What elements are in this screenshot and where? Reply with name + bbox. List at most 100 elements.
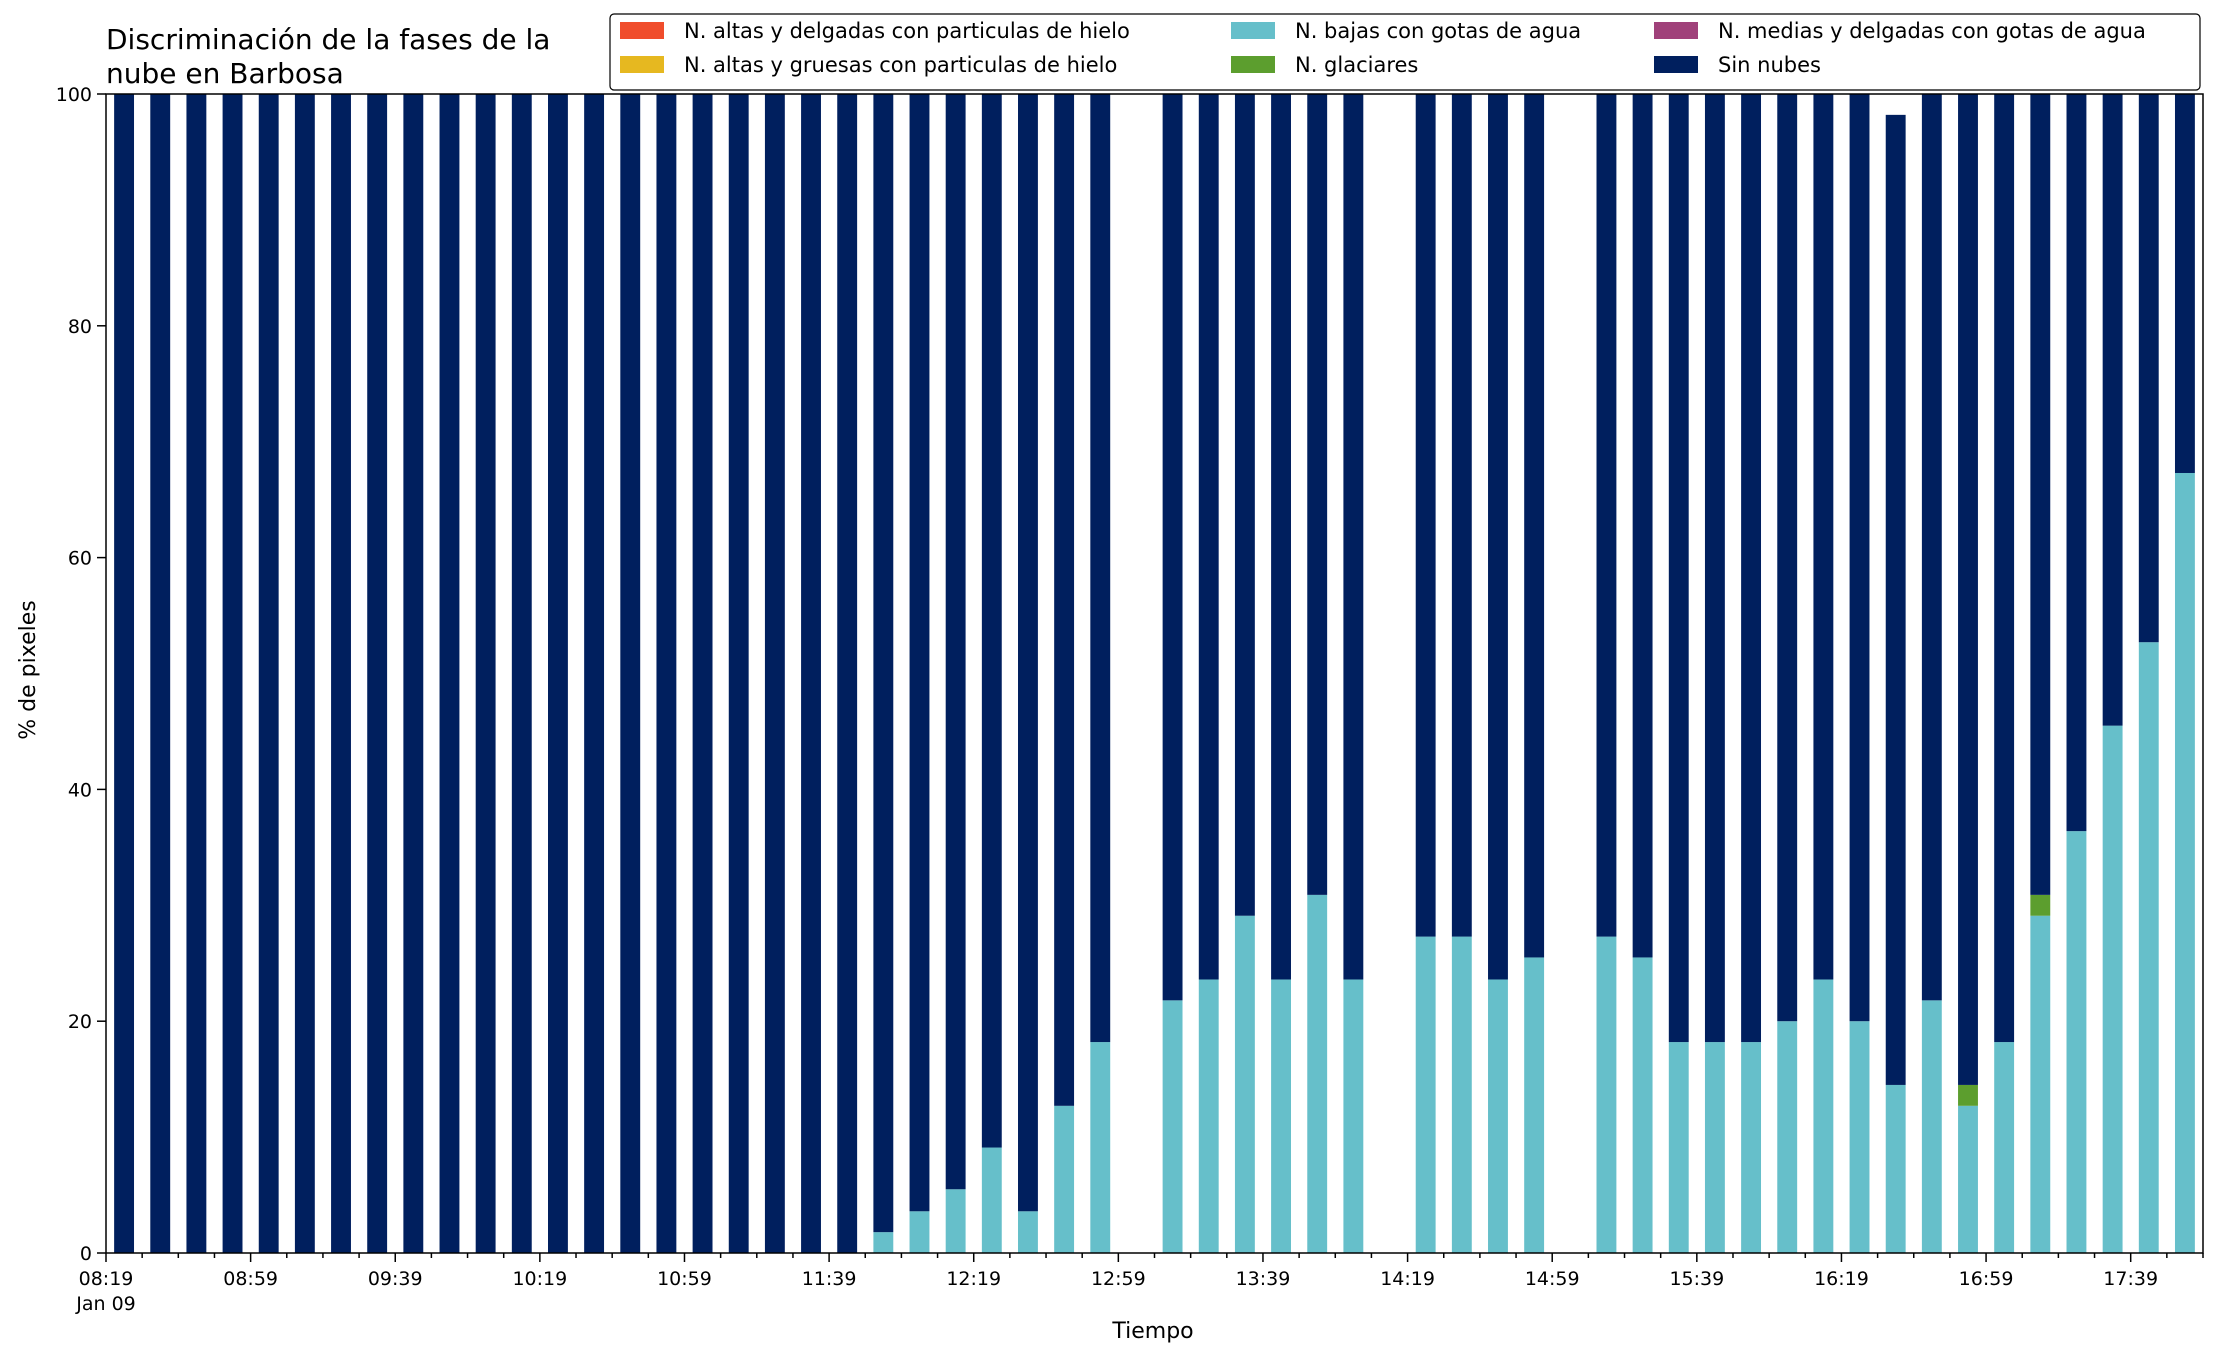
legend-swatch	[1654, 22, 1698, 39]
bar-segment	[1668, 94, 1689, 1043]
bar-segment	[1958, 94, 1978, 1085]
bar-segment	[1668, 1042, 1689, 1253]
x-tick-label: 08:19	[79, 1268, 134, 1290]
bar-segment	[656, 94, 677, 1253]
x-tick-label: 17:39	[2103, 1268, 2158, 1290]
bar-segment	[1777, 94, 1798, 1022]
bar-segment	[1994, 94, 2015, 1043]
x-tick-label: 13:39	[1236, 1268, 1291, 1290]
bar-segment	[1524, 957, 1545, 1253]
bar-segment	[439, 94, 460, 1253]
legend-label: Sin nubes	[1718, 53, 1821, 77]
legend-box	[609, 13, 2201, 91]
legend-label: N. medias y delgadas con gotas de agua	[1718, 19, 2146, 43]
bar-segment	[2030, 915, 2051, 1253]
bar-segment	[1054, 94, 1075, 1106]
chart-title-line-2: nube en Barbosa	[106, 57, 344, 90]
bar-segment	[1307, 94, 1328, 895]
bar-segment	[981, 94, 1002, 1148]
bar-segment	[222, 94, 243, 1253]
legend-label: N. bajas con gotas de agua	[1295, 19, 1581, 43]
bar-segment	[2138, 642, 2159, 1253]
bar-segment	[1777, 1021, 1798, 1253]
bar-segment	[1234, 915, 1255, 1253]
x-tick-label: 12:59	[1091, 1268, 1146, 1290]
bar-segment	[1090, 1042, 1111, 1253]
bar-segment	[692, 94, 713, 1253]
x-tick-label: 16:19	[1814, 1268, 1869, 1290]
x-tick-label: 09:39	[368, 1268, 423, 1290]
bar-segment	[764, 94, 785, 1253]
legend-label: N. glaciares	[1295, 53, 1418, 77]
x-tick-label: 11:39	[802, 1268, 857, 1290]
bar-segment	[1704, 94, 1725, 1043]
y-tick-label: 40	[68, 779, 92, 801]
bar-segment	[1018, 94, 1038, 1212]
legend-swatch	[1231, 56, 1275, 73]
bar-segment	[1849, 1021, 1870, 1253]
x-tick-label: 15:39	[1669, 1268, 1724, 1290]
bar-segment	[1958, 1084, 1978, 1106]
bar-segment	[150, 94, 171, 1253]
bar-segment	[1704, 1042, 1725, 1253]
x-tick-label: 14:19	[1380, 1268, 1435, 1290]
bar-segment	[909, 1211, 930, 1253]
bar-segment	[1813, 94, 1834, 980]
chart-title-line-1: Discriminación de la fases de la	[106, 23, 550, 56]
y-tick-label: 100	[56, 84, 92, 106]
bar-segment	[548, 94, 568, 1253]
legend-swatch	[1231, 22, 1275, 39]
bar-segment	[1415, 94, 1436, 937]
bar-segment	[1632, 957, 1653, 1253]
bar-segment	[1018, 1211, 1038, 1253]
bar-segment	[1741, 1042, 1762, 1253]
bar-segment	[186, 94, 207, 1253]
bar-segment	[475, 94, 496, 1253]
bar-segment	[1596, 936, 1617, 1253]
bar-segment	[1343, 979, 1364, 1253]
bar-segment	[1451, 94, 1472, 937]
bar-segment	[1849, 94, 1870, 1022]
legend-swatch	[1654, 56, 1698, 73]
bar-segment	[2066, 831, 2087, 1253]
bar-segment	[1271, 94, 1291, 980]
bar-segment	[1885, 1084, 1906, 1253]
bar-segment	[2102, 94, 2123, 726]
bar-segment	[873, 94, 894, 1233]
x-tick-label: 12:19	[946, 1268, 1001, 1290]
x-axis-label: Tiempo	[1111, 1319, 1193, 1344]
bar-segment	[1054, 1105, 1075, 1253]
bar-segment	[1307, 894, 1328, 1253]
bar-segment	[945, 1189, 966, 1253]
bar-segment	[1885, 114, 1906, 1085]
bar-segment	[1994, 1042, 2015, 1253]
x-tick-label: 10:19	[512, 1268, 567, 1290]
x-axis: 08:19 Jan 09 08:59 09:39 10:19 10:59 11:39 12:1…	[75, 1253, 2204, 1315]
bar-segment	[1162, 94, 1183, 1001]
bar-segment	[1162, 1000, 1183, 1253]
bar-segment	[114, 94, 135, 1253]
bars-layer	[114, 94, 2195, 1253]
bar-segment	[620, 94, 641, 1253]
x-tick-label: 16:59	[1959, 1268, 2014, 1290]
x-tick-label: 08:59	[223, 1268, 278, 1290]
bar-segment	[1271, 979, 1291, 1253]
bar-segment	[2066, 94, 2087, 832]
y-axis-label: % de pixeles	[16, 600, 41, 739]
bar-segment	[801, 94, 821, 1253]
bar-segment	[1415, 936, 1436, 1253]
legend-label: N. altas y delgadas con particulas de hi…	[684, 19, 1130, 43]
y-tick-label: 0	[80, 1243, 92, 1265]
bar-segment	[1921, 1000, 1942, 1253]
bar-segment	[1958, 1105, 1978, 1253]
x-tick-label: 10:59	[657, 1268, 712, 1290]
bar-segment	[294, 94, 315, 1253]
y-tick-label: 80	[68, 316, 92, 338]
bar-segment	[511, 94, 532, 1253]
bar-segment	[367, 94, 388, 1253]
bar-segment	[1234, 94, 1255, 916]
bar-segment	[1632, 94, 1653, 958]
legend: N. altas y delgadas con particulas de hi…	[609, 13, 2201, 91]
